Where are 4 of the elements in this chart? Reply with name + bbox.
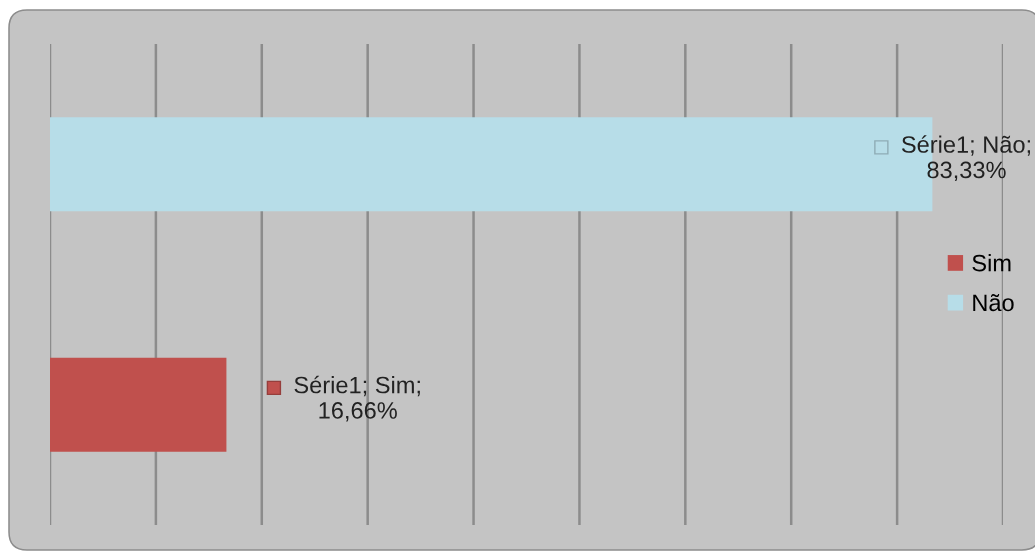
- data-label: Série1; Sim; 16,66%: [294, 375, 420, 422]
- legend-label: Não: [973, 294, 1014, 312]
- data-label: Série1; Não; 83,33%: [901, 135, 1030, 182]
- legend-label: Sim: [972, 254, 1011, 272]
